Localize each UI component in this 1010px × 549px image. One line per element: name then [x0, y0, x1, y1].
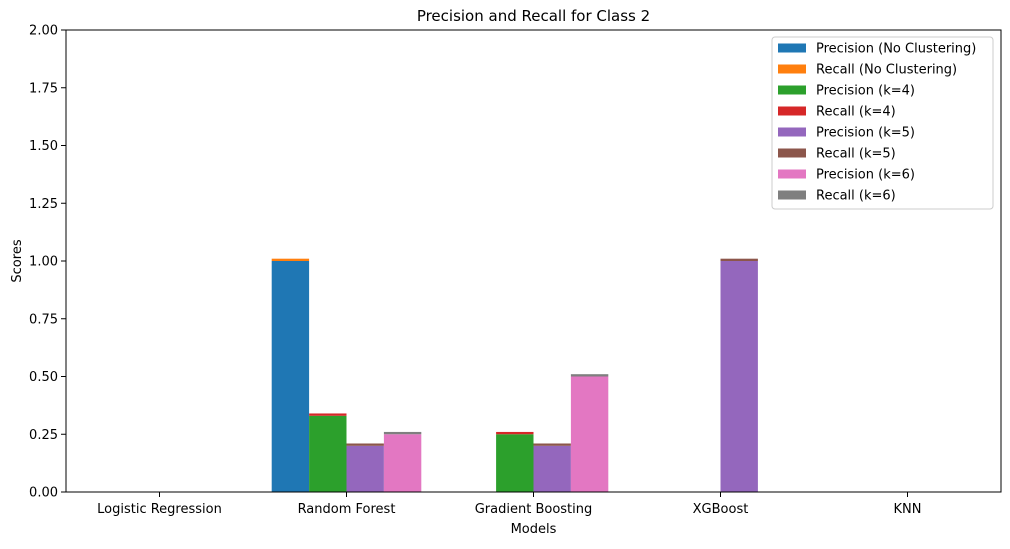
bar-recall — [533, 443, 571, 446]
x-tick-label: Random Forest — [298, 502, 396, 517]
legend-label: Precision (k=6) — [816, 168, 915, 183]
bar-recall — [309, 413, 347, 416]
legend-swatch — [778, 85, 806, 95]
x-tick-label: Logistic Regression — [97, 502, 222, 517]
y-tick-label: 1.75 — [29, 81, 58, 96]
bar-recall — [383, 431, 422, 435]
bar-precision — [383, 434, 422, 492]
y-tick-label: 0.50 — [29, 370, 58, 385]
y-tick-label: 1.50 — [29, 139, 58, 154]
legend: Precision (No Clustering) Recall (No Clus… — [771, 36, 994, 210]
legend-label: Recall (No Clustering) — [816, 63, 957, 78]
bar-precision — [271, 261, 310, 492]
legend-label: Precision (No Clustering) — [816, 42, 976, 57]
legend-swatch — [778, 148, 806, 158]
y-tick-label: 1.25 — [29, 197, 58, 212]
legend-box — [771, 36, 994, 210]
y-tick-label: 1.00 — [29, 255, 58, 270]
y-axis-label: Scores — [10, 239, 25, 282]
bar-precision — [570, 376, 609, 492]
legend-swatch — [778, 169, 806, 179]
legend-label: Recall (k=6) — [816, 189, 896, 204]
bar-precision — [496, 434, 534, 492]
legend-label: Precision (k=4) — [816, 84, 915, 99]
bar-recall — [496, 431, 534, 435]
bar-precision — [533, 445, 571, 492]
bar-recall — [271, 258, 310, 261]
legend-swatch — [778, 190, 806, 200]
legend-swatch — [778, 106, 806, 116]
x-tick-label: XGBoost — [693, 502, 749, 517]
bars-layer — [271, 258, 758, 492]
bar-recall — [720, 258, 758, 261]
legend-swatch — [778, 43, 806, 53]
plot-frame — [65, 29, 1002, 493]
legend-swatch — [778, 64, 806, 74]
y-tick-label: 2.00 — [29, 24, 58, 39]
legend-label: Recall (k=4) — [816, 105, 896, 120]
y-tick-label: 0.25 — [29, 428, 58, 443]
bar-precision — [346, 445, 384, 492]
y-axis: 0.00 0.25 0.50 0.75 1.00 1.25 1.50 1.75 2.00 — [29, 24, 66, 501]
x-tick-label: Gradient Boosting — [475, 502, 593, 517]
bar-precision — [309, 415, 347, 492]
x-axis-label: Models — [511, 522, 557, 537]
x-tick-label: KNN — [894, 502, 922, 517]
legend-label: Precision (k=5) — [816, 126, 915, 141]
bar-precision — [720, 261, 758, 492]
bar-recall — [346, 443, 384, 446]
chart-title: Precision and Recall for Class 2 — [417, 7, 650, 25]
x-axis: Logistic Regression Random Forest Gradient… — [97, 492, 921, 517]
y-tick-label: 0.75 — [29, 312, 58, 327]
y-tick-label: 0.00 — [29, 486, 58, 501]
legend-label: Recall (k=5) — [816, 147, 896, 162]
bar-recall — [570, 374, 609, 377]
legend-swatch — [778, 127, 806, 137]
